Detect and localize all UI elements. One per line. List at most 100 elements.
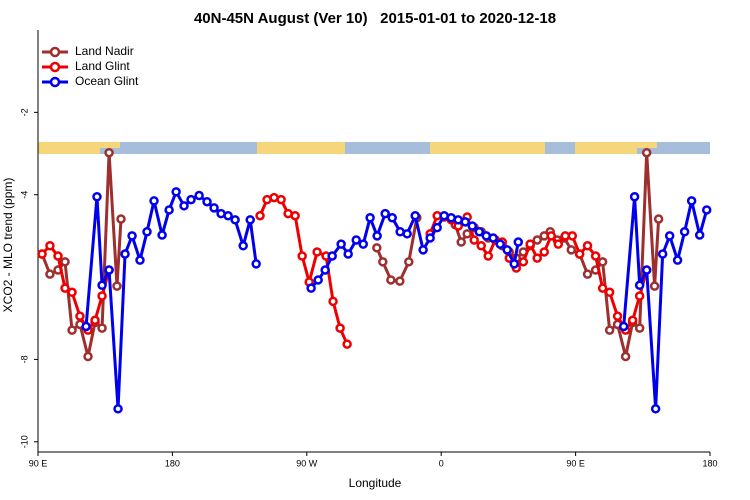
data-point <box>620 351 631 362</box>
data-point <box>245 215 255 225</box>
data-point <box>81 321 91 332</box>
data-point <box>327 251 337 261</box>
land-strip <box>430 142 545 154</box>
data-point <box>641 147 652 158</box>
data-point <box>574 249 585 259</box>
data-point <box>483 251 493 261</box>
data-point <box>657 249 668 259</box>
data-point <box>320 265 330 275</box>
data-point <box>142 227 152 237</box>
data-point <box>502 245 512 255</box>
data-point <box>694 230 705 240</box>
x-tick-label: 90 E <box>566 458 585 468</box>
y-tick-label: -8 <box>19 355 29 363</box>
data-point <box>358 239 368 249</box>
data-point <box>186 194 196 205</box>
data-point <box>351 235 361 245</box>
x-tick-label: 90 E <box>29 458 48 468</box>
data-point <box>460 217 470 227</box>
land-strip <box>575 142 637 154</box>
data-point <box>395 276 405 286</box>
data-point <box>312 247 322 257</box>
data-point <box>104 147 114 158</box>
land-strip <box>637 142 657 148</box>
data-point <box>627 315 638 326</box>
data-point <box>75 311 85 321</box>
data-point <box>476 241 486 251</box>
data-point <box>474 227 485 237</box>
data-point <box>641 265 652 275</box>
data-point <box>127 231 137 241</box>
data-point <box>90 315 100 326</box>
data-point <box>372 231 382 241</box>
data-point <box>306 283 316 293</box>
land-strip <box>100 142 120 148</box>
x-tick-label: 180 <box>165 458 180 468</box>
data-point <box>567 231 578 241</box>
data-point <box>342 339 352 349</box>
data-point <box>618 321 629 332</box>
data-point <box>37 249 47 259</box>
data-point <box>532 253 542 263</box>
data-point <box>251 259 261 269</box>
data-point <box>238 241 248 251</box>
data-point <box>495 239 505 249</box>
data-point <box>467 221 478 231</box>
data-point <box>335 323 345 333</box>
land-strip <box>257 142 345 154</box>
data-point <box>113 404 123 414</box>
data-point <box>597 283 608 293</box>
x-tick-label: 0 <box>439 458 444 468</box>
chart-title: 40N-45N August (Ver 10) 2015-01-01 to 20… <box>194 10 556 27</box>
data-point <box>509 259 519 269</box>
land-strip <box>38 142 100 154</box>
data-point <box>45 241 55 251</box>
y-tick-label: -10 <box>19 435 29 448</box>
data-point <box>97 291 107 301</box>
data-point <box>629 192 640 202</box>
data-point <box>532 235 542 245</box>
data-point <box>328 296 338 307</box>
data-point <box>83 351 93 362</box>
data-point <box>53 251 63 261</box>
data-point <box>612 311 623 321</box>
data-point <box>157 230 167 240</box>
data-point <box>45 269 55 279</box>
data-point <box>164 205 174 215</box>
data-point <box>223 210 233 221</box>
data-point <box>97 280 107 291</box>
series-line <box>40 196 649 345</box>
legend-label: Land Glint <box>75 59 130 73</box>
data-point <box>425 233 435 243</box>
data-point <box>202 196 212 207</box>
data-point <box>230 215 240 225</box>
data-point <box>60 283 70 293</box>
map-strip <box>38 142 710 154</box>
data-point <box>686 196 697 206</box>
data-point <box>290 210 300 221</box>
data-point <box>97 323 107 333</box>
data-point <box>456 237 466 247</box>
data-point <box>404 257 414 267</box>
legend-marker <box>49 46 61 58</box>
data-point <box>135 255 145 265</box>
y-tick-label: -2 <box>19 108 29 116</box>
data-point <box>116 214 126 224</box>
x-tick-label: 180 <box>702 458 717 468</box>
data-point <box>387 213 397 223</box>
data-point <box>313 275 323 285</box>
data-point <box>701 205 712 215</box>
data-point <box>653 214 664 224</box>
data-point <box>402 229 412 239</box>
data-point <box>469 235 479 245</box>
data-point <box>67 325 77 335</box>
data-point <box>597 257 608 267</box>
data-point <box>513 237 524 247</box>
data-point <box>679 227 690 237</box>
data-point <box>604 287 615 298</box>
y-tick-label: -4 <box>19 191 29 199</box>
data-point <box>343 249 353 259</box>
data-point <box>60 257 70 267</box>
